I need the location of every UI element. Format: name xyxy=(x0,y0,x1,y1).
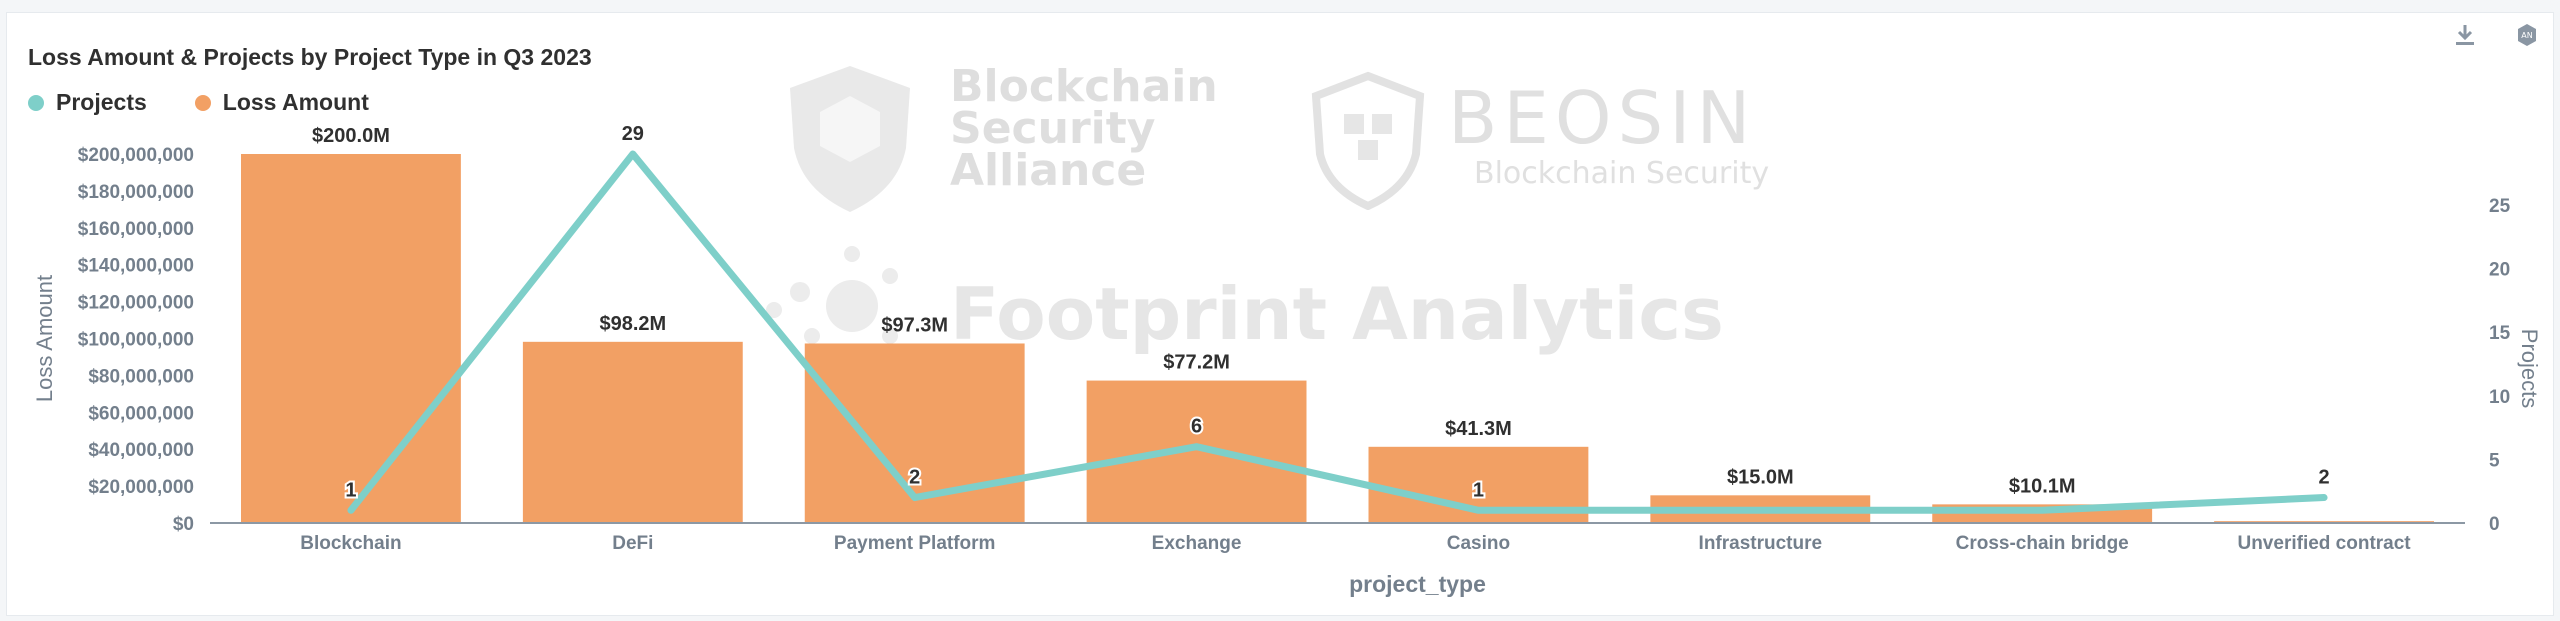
bar-label-5: $15.0M xyxy=(1727,466,1794,488)
y-tick-label-1: $20,000,000 xyxy=(88,477,194,498)
y-tick-label-4: $80,000,000 xyxy=(88,366,194,387)
y2-tick-label-5: 25 xyxy=(2489,196,2511,217)
chart-title: Loss Amount & Projects by Project Type i… xyxy=(28,44,592,70)
x-tick-label-7: Unverified contract xyxy=(2237,533,2411,554)
y-tick-label-7: $140,000,000 xyxy=(78,256,194,277)
bar-label-2: $97.3M xyxy=(881,314,948,336)
bar-3 xyxy=(1086,380,1307,523)
line-label-2: 2 xyxy=(909,467,920,489)
bar-label-6: $10.1M xyxy=(2009,475,2076,497)
y-tick-label-10: $200,000,000 xyxy=(78,145,194,166)
chart-toolbar: AN xyxy=(2452,22,2540,48)
y-tick-label-3: $60,000,000 xyxy=(88,403,194,424)
y2-tick-label-4: 20 xyxy=(2489,260,2510,281)
legend-dot-projects xyxy=(28,94,44,111)
chart-settings-icon[interactable]: AN xyxy=(2514,22,2540,48)
bar-label-1: $98.2M xyxy=(599,313,666,335)
download-icon[interactable] xyxy=(2452,22,2478,48)
x-tick-label-1: DeFi xyxy=(612,533,653,554)
y-tick-label-6: $120,000,000 xyxy=(78,293,194,314)
y-tick-label-0: $0 xyxy=(173,514,194,535)
bar-label-4: $41.3M xyxy=(1445,418,1512,440)
bar-label-3: $77.2M xyxy=(1163,352,1230,374)
legend-item-loss-amount[interactable]: Loss Amount xyxy=(194,89,369,116)
y-tick-label-2: $40,000,000 xyxy=(88,440,194,461)
y-tick-label-5: $100,000,000 xyxy=(78,330,194,351)
x-tick-label-2: Payment Platform xyxy=(834,533,996,554)
chart-legend: Projects Loss Amount xyxy=(28,89,403,116)
legend-dot-loss-amount xyxy=(194,94,211,111)
y-axis-title: Loss Amount xyxy=(32,275,57,402)
y2-tick-label-3: 15 xyxy=(2489,323,2511,344)
y2-axis-title: Projects xyxy=(2517,329,2542,408)
line-label-0: 1 xyxy=(345,479,356,501)
y2-tick-label-1: 5 xyxy=(2489,450,2500,471)
svg-text:AN: AN xyxy=(2521,31,2532,40)
y2-tick-label-2: 10 xyxy=(2489,387,2510,408)
x-tick-label-6: Cross-chain bridge xyxy=(1956,533,2129,554)
x-axis-title: project_type xyxy=(1349,571,1486,597)
x-tick-label-5: Infrastructure xyxy=(1699,533,1823,554)
line-label-1: 29 xyxy=(622,123,644,145)
y-tick-label-8: $160,000,000 xyxy=(78,219,194,240)
y2-tick-label-0: 0 xyxy=(2489,514,2500,535)
x-tick-label-3: Exchange xyxy=(1152,533,1242,554)
x-tick-label-4: Casino xyxy=(1447,533,1510,554)
legend-item-projects[interactable]: Projects xyxy=(28,89,147,116)
bar-0 xyxy=(241,154,461,523)
line-projects xyxy=(347,150,2328,514)
legend-label-projects: Projects xyxy=(56,89,147,115)
x-tick-label-0: Blockchain xyxy=(300,533,401,554)
legend-label-loss-amount: Loss Amount xyxy=(222,89,369,115)
line-label-7: 2 xyxy=(2319,467,2330,489)
line-label-4: 1 xyxy=(1473,479,1484,501)
bar-label-0: $200.0M xyxy=(312,125,390,147)
line-label-3: 6 xyxy=(1191,416,1202,438)
bar-1 xyxy=(522,341,743,523)
y-tick-label-9: $180,000,000 xyxy=(78,182,194,203)
